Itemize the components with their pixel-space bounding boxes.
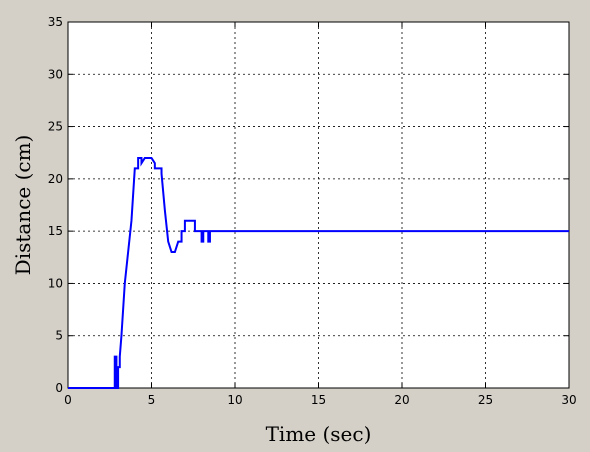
x-axis-title: Time (sec) xyxy=(266,422,372,446)
x-tick-label: 10 xyxy=(227,393,242,407)
y-tick-label: 10 xyxy=(48,276,63,290)
x-tick-label: 0 xyxy=(64,393,72,407)
x-tick-label: 15 xyxy=(311,393,326,407)
axis-ticks: 0 5 10 15 20 25 30 0 5 10 15 20 25 30 35 xyxy=(48,15,577,407)
y-tick-label: 0 xyxy=(55,381,63,395)
x-tick-label: 30 xyxy=(561,393,576,407)
x-tick-label: 25 xyxy=(478,393,493,407)
y-tick-label: 5 xyxy=(55,329,63,343)
y-tick-label: 30 xyxy=(48,67,63,81)
y-tick-label: 15 xyxy=(48,224,63,238)
y-tick-label: 25 xyxy=(48,120,63,134)
y-tick-label: 20 xyxy=(48,172,63,186)
y-axis-title: Distance (cm) xyxy=(11,135,35,276)
x-tick-label: 20 xyxy=(394,393,409,407)
y-tick-label: 35 xyxy=(48,15,63,29)
distance-series-line xyxy=(68,156,569,389)
x-tick-label: 5 xyxy=(148,393,156,407)
